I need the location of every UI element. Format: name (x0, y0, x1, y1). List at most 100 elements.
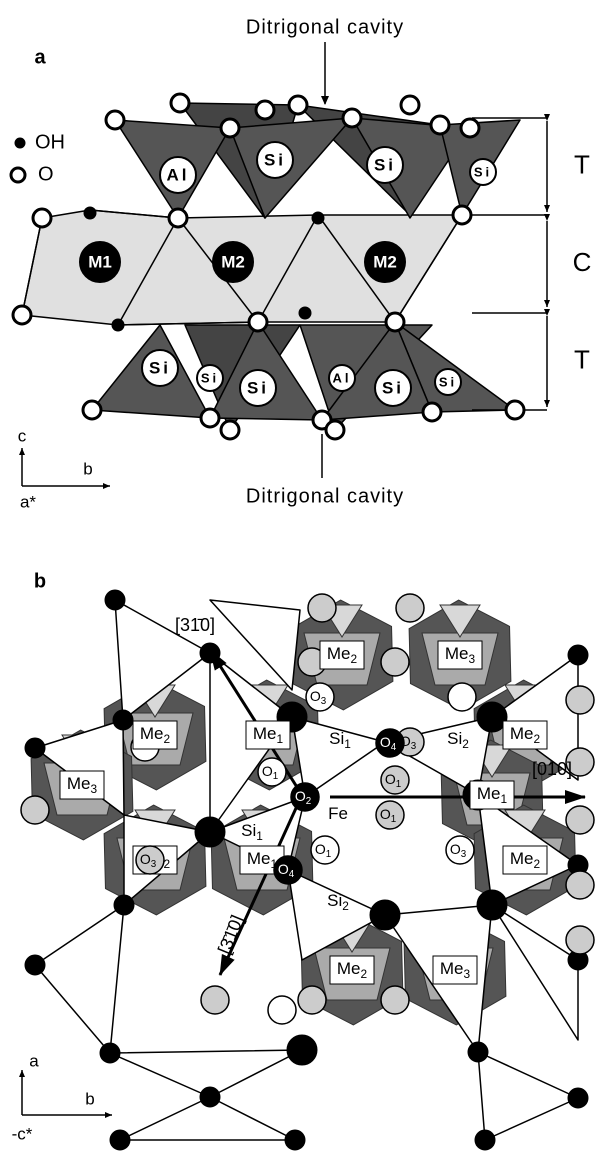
label-base: Me (445, 644, 469, 663)
site-label: Me3 (67, 774, 98, 796)
atom (447, 682, 477, 712)
atom (287, 94, 309, 116)
atom (113, 894, 135, 916)
label-box (432, 955, 478, 985)
label-subscript: 1 (396, 779, 401, 790)
atom (451, 204, 473, 226)
label-base: Si (241, 821, 256, 840)
atom (256, 141, 294, 179)
label-base: Fe (328, 804, 348, 823)
site-label: Si (149, 358, 171, 377)
atom (135, 845, 165, 875)
label-base: Me (337, 959, 361, 978)
atom (445, 835, 475, 865)
site-label: Me1 (477, 784, 508, 806)
layer-label: T (574, 344, 590, 374)
atom (167, 207, 189, 229)
site-label: Me2 (327, 644, 358, 666)
atom (239, 369, 277, 407)
site-label: Fe (328, 804, 348, 823)
site-label: Si (264, 150, 286, 169)
atom (310, 835, 340, 865)
label-base: Si (447, 729, 462, 748)
label-subscript: 1 (256, 829, 263, 843)
atom (200, 985, 230, 1015)
label-base: Me (247, 849, 271, 868)
label-base: Me (440, 959, 464, 978)
site-label: Si2 (447, 729, 469, 751)
site-label: Me2 (510, 849, 541, 871)
site-label: O3 (310, 688, 327, 707)
atom (399, 94, 421, 116)
label-base: Me (510, 724, 534, 743)
label-base: Me (477, 784, 501, 803)
tetrahedron (34, 904, 125, 1054)
atom (307, 593, 337, 623)
label-subscript: 1 (271, 857, 278, 871)
label-subscript: 1 (326, 849, 331, 860)
atom (159, 156, 197, 194)
atom (380, 765, 410, 795)
atom (380, 647, 410, 677)
label-subscript: 3 (321, 696, 327, 707)
label-base: O (310, 688, 321, 704)
atom (565, 925, 595, 955)
axis-label: c (18, 426, 27, 445)
atom (474, 1129, 496, 1151)
atom (79, 241, 121, 283)
site-label: Al (167, 165, 190, 184)
label-base: O (450, 841, 461, 857)
label-subscript: 1 (344, 737, 351, 751)
site-label: Me2 (337, 959, 368, 981)
site-label: Me2 (510, 724, 541, 746)
site-label: Si (382, 378, 404, 397)
line (21, 217, 43, 316)
octahedron-face (439, 604, 481, 638)
tetrahedron (114, 599, 211, 721)
site-label: O1 (262, 763, 278, 782)
label-subscript: 4 (289, 869, 295, 880)
atom (24, 954, 46, 976)
tetrahedron (119, 1096, 296, 1141)
atom (384, 311, 406, 333)
tetrahedron (109, 1049, 303, 1098)
label-subscript: 2 (462, 737, 469, 751)
label-base: Si (329, 729, 344, 748)
atom (375, 800, 405, 830)
atom (284, 1129, 306, 1151)
atom (364, 241, 406, 283)
atom (341, 107, 363, 129)
atom (112, 709, 134, 731)
site-label: Si2 (327, 891, 349, 913)
label-base: O (385, 771, 396, 787)
axis-label: b (83, 459, 92, 478)
layer-label: T (574, 149, 590, 179)
label-base: Si (327, 891, 342, 910)
site-label: O2 (295, 788, 311, 807)
site-label: Si (439, 374, 457, 389)
legend-label: OH (35, 131, 65, 153)
label-base: O (315, 841, 326, 857)
label-box (469, 780, 515, 810)
caption: Ditrigonal cavity (246, 16, 404, 38)
label-subscript: 4 (391, 742, 397, 753)
label-base: O (262, 763, 273, 779)
atom (81, 399, 103, 421)
atom (83, 206, 97, 220)
tetrahedron (291, 716, 386, 798)
atom (459, 117, 481, 139)
tetrahedron (287, 869, 386, 961)
tetrahedron (209, 599, 301, 691)
label-subscript: 2 (164, 857, 171, 871)
atom (565, 870, 595, 900)
label-subscript: 3 (151, 859, 157, 870)
atom (99, 1042, 121, 1064)
label-box (132, 720, 178, 750)
atom (305, 682, 335, 712)
tetrahedron (491, 904, 579, 1041)
label-subscript: 3 (464, 967, 471, 981)
line (257, 214, 319, 323)
atom (366, 146, 404, 184)
panel-label: b (34, 570, 46, 592)
site-label: Me1 (247, 849, 278, 871)
